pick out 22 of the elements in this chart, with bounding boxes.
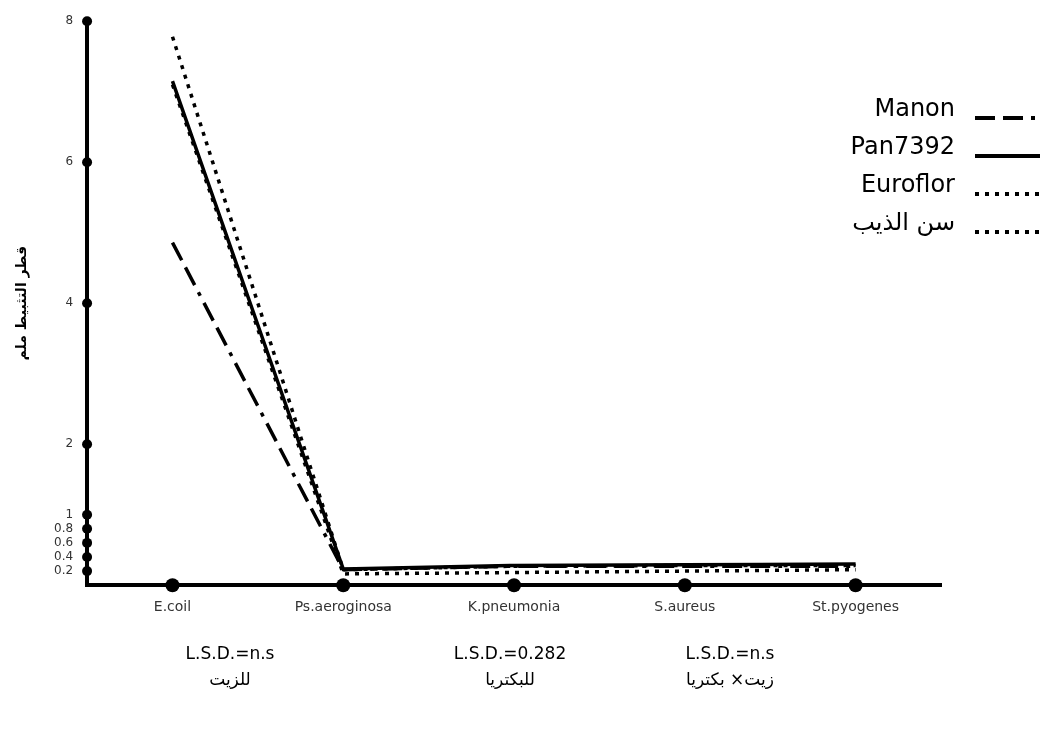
y-tick-label: 0.6 — [53, 535, 74, 550]
y-tick-label: 8 — [65, 13, 74, 28]
x-tick-label: St.pyogenes — [812, 598, 900, 615]
y-axis-title: قطر التثبيط ملم — [12, 245, 30, 361]
text: L.S.D.=n.s للزيت — [184, 642, 276, 691]
x-tick-label: E.coil — [153, 598, 192, 615]
legend-label: Manon — [874, 94, 955, 123]
y-tick-label: 0.4 — [53, 549, 74, 564]
y-tick-label: 0.8 — [53, 520, 74, 535]
text: L.S.D.=n.s زيت× بكتريا — [684, 642, 776, 691]
legend-label: Pan7392 — [850, 132, 955, 161]
y-tick-label: 0.2 — [53, 563, 74, 578]
x-tick-label: Ps.aeroginosa — [294, 598, 392, 615]
legend-label: سن الذيب — [852, 208, 955, 237]
y-tick-label: 6 — [65, 154, 74, 169]
y-tick-label: 2 — [65, 436, 74, 451]
x-tick-label: S.aureus — [654, 598, 716, 615]
text: L.S.D.=0.282 للبكتريا — [452, 642, 568, 691]
y-tick-label: 4 — [65, 295, 74, 310]
x-tick-label: K.pneumonia — [467, 598, 561, 615]
legend-label: Euroflor — [860, 170, 956, 199]
y-tick-label: 1 — [65, 506, 74, 521]
